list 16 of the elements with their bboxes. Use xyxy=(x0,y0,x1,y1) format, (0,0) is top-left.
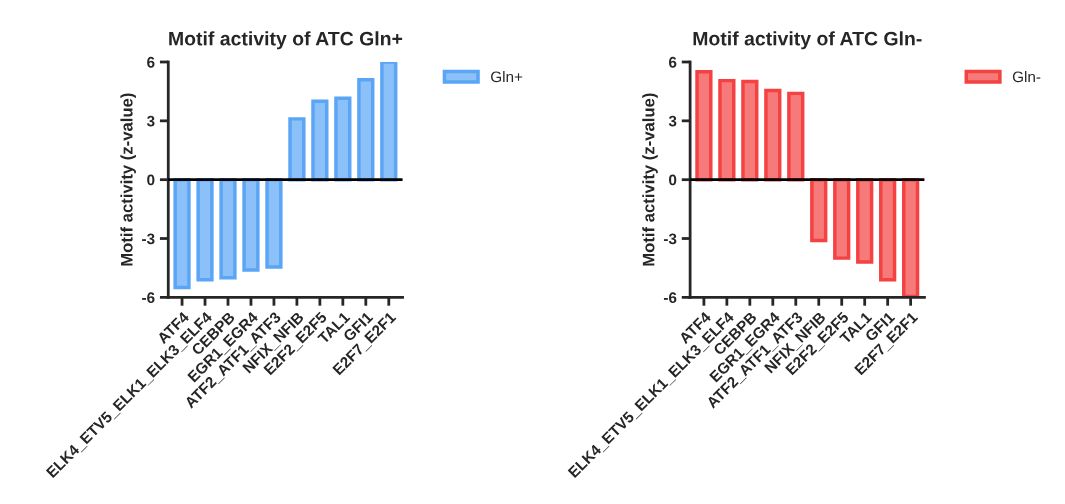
y-tick-label: 3 xyxy=(146,115,155,127)
y-tick-label: 0 xyxy=(147,174,155,186)
legend-label: Gln- xyxy=(1012,71,1041,83)
y-axis-title: Motif activity (z-value) xyxy=(120,93,136,266)
chart-title: Motif activity of ATC Gln- xyxy=(693,31,922,50)
y-tick-label: -3 xyxy=(663,233,677,245)
y-tick-label: 6 xyxy=(668,56,677,68)
y-tick-label: 3 xyxy=(668,115,677,127)
y-tick-label: 0 xyxy=(669,174,677,186)
y-tick-label: -6 xyxy=(663,292,677,304)
y-tick-label: -6 xyxy=(142,292,155,304)
y-tick-label: -3 xyxy=(142,233,155,245)
y-tick-label: 6 xyxy=(147,56,155,68)
y-axis-title: Motif activity (z-value) xyxy=(642,93,658,266)
legend-label: Gln+ xyxy=(491,71,523,83)
chart-title: Motif activity of ATC Gln+ xyxy=(169,31,403,50)
